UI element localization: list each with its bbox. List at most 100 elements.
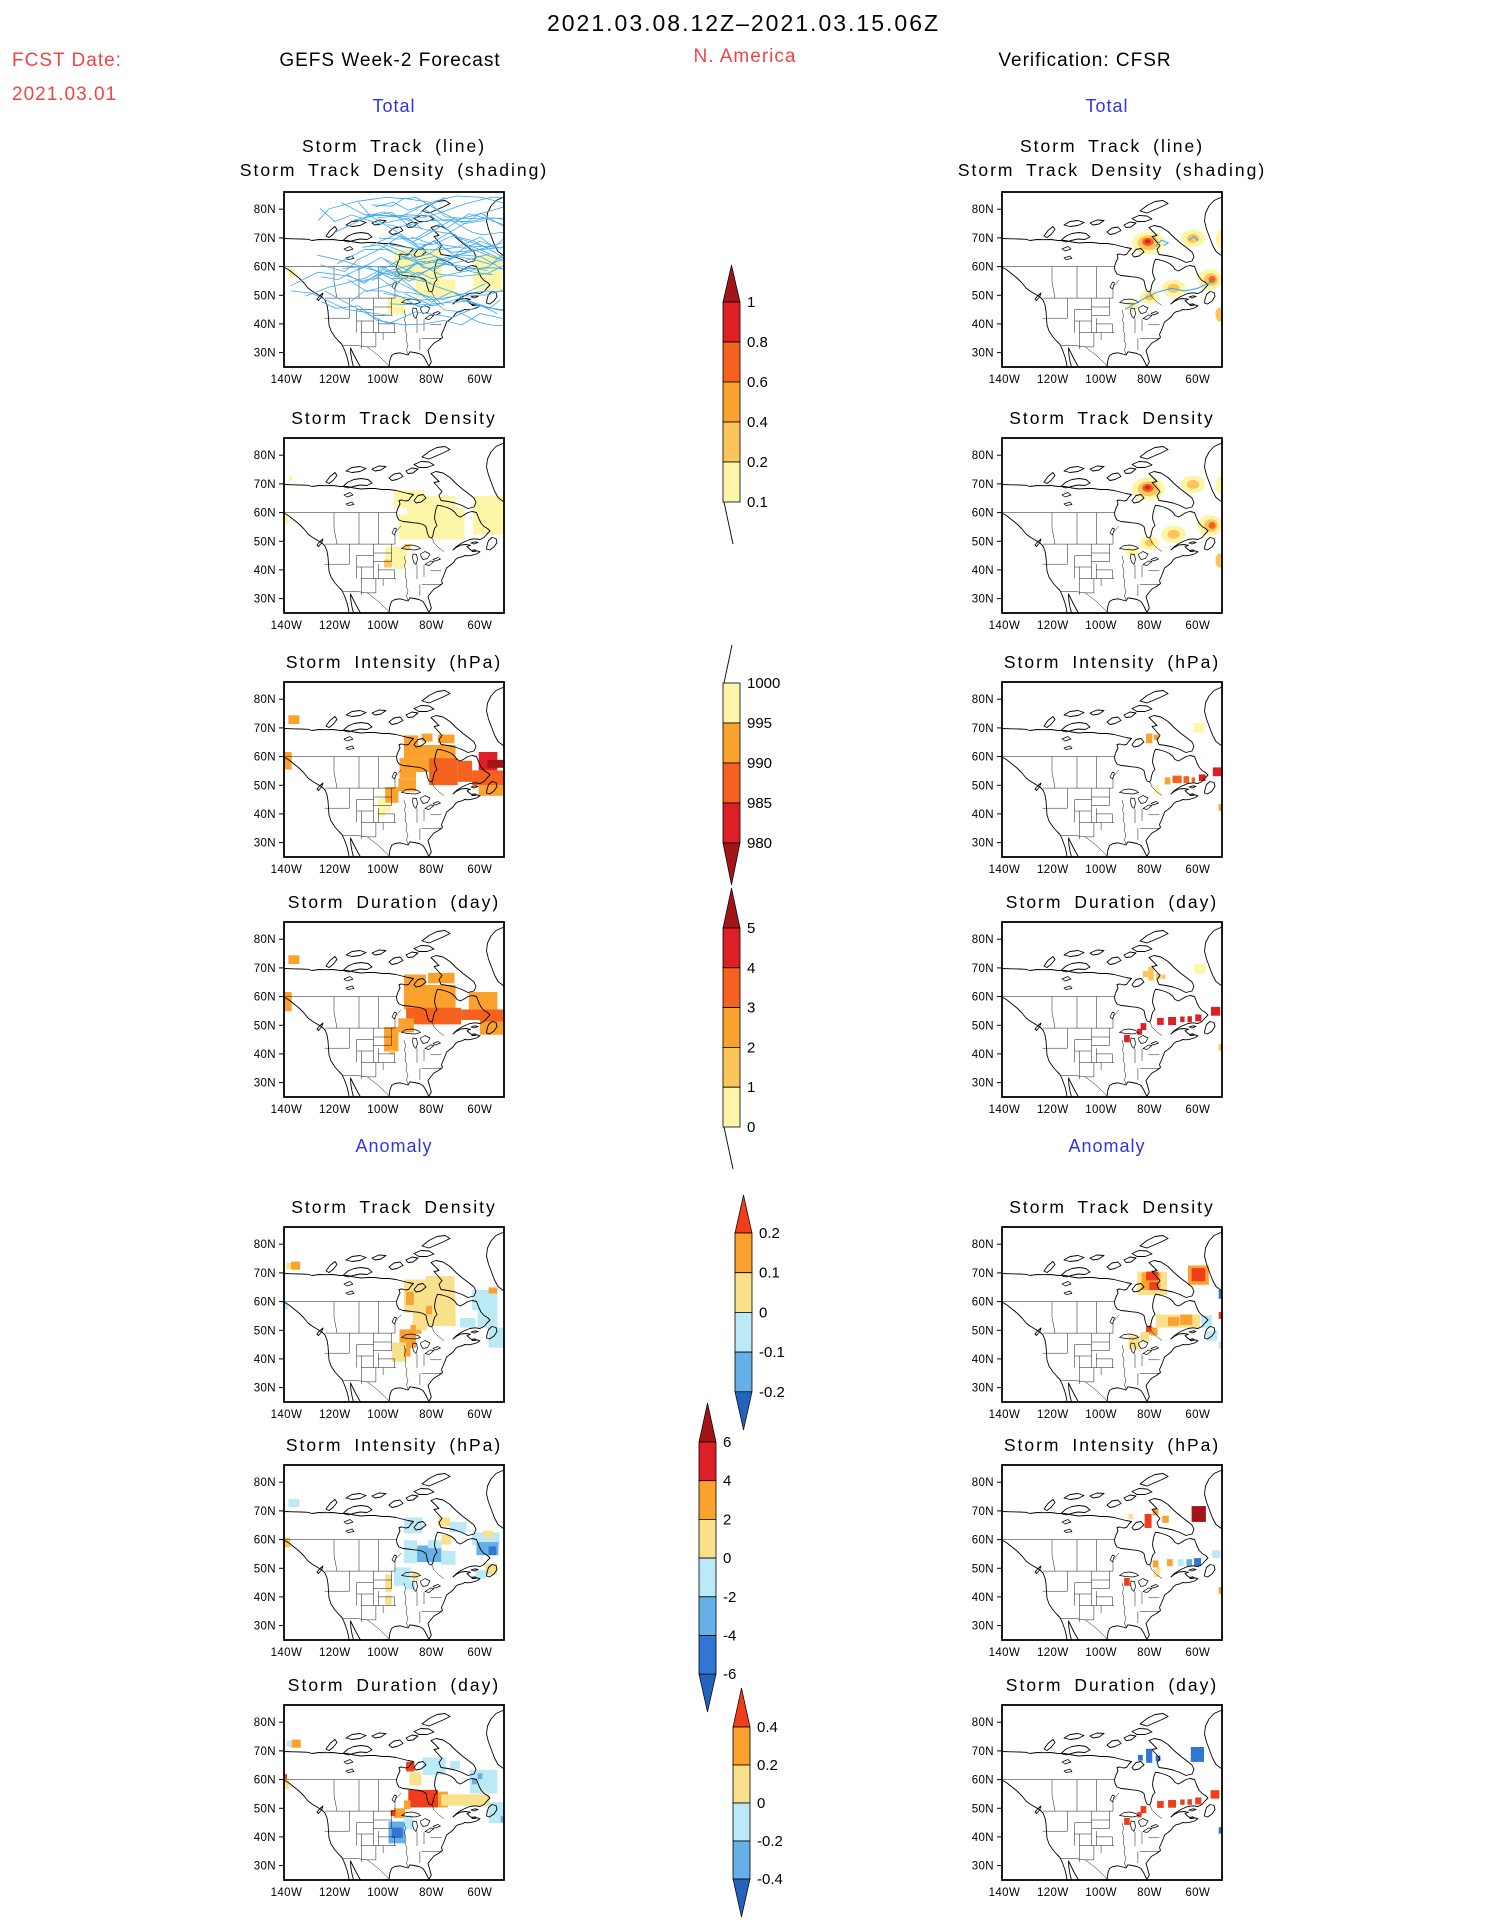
lon-tick-label: 80W [419, 864, 444, 876]
density-cell [286, 1740, 291, 1747]
lon-tick-label: 140W [271, 1647, 303, 1659]
colorbar-tick-label: -0.1 [759, 1344, 785, 1361]
lat-tick-label: 50N [254, 1020, 276, 1032]
density-cell [1144, 1514, 1152, 1528]
panel-title: Storm Duration (day) [1005, 1675, 1219, 1695]
density-cell [1137, 1812, 1142, 1818]
lat-tick-label: 50N [254, 1803, 276, 1815]
density-cell [488, 1546, 497, 1556]
storm-track-line [320, 235, 433, 273]
coastline [1002, 484, 1209, 613]
state-borders [1002, 756, 1163, 857]
lat-tick-label: 40N [972, 809, 994, 821]
density-cell [403, 1347, 411, 1357]
density-cell [408, 1789, 438, 1808]
density-cell [438, 1517, 451, 1527]
density-cell [398, 1018, 414, 1033]
lon-tick-label: 60W [1185, 864, 1210, 876]
lat-tick-label: 40N [254, 1354, 276, 1366]
density-cell [1178, 1559, 1184, 1567]
colorbar-tail [723, 1126, 734, 1170]
lat-tick-label: 30N [254, 1383, 276, 1395]
islands-coastline [1034, 926, 1222, 1037]
density-cell [472, 1778, 477, 1785]
colorbar-arrow-top [698, 1402, 717, 1443]
colorbar-segment [732, 1840, 751, 1880]
fcst-date-value: 2021.03.01 [12, 84, 118, 105]
colorbar-segment [722, 802, 741, 844]
density-cell [411, 1572, 419, 1580]
state-borders [1002, 1301, 1163, 1402]
density-cell [457, 760, 473, 782]
density-cell [1218, 1044, 1222, 1051]
map-frame [283, 921, 505, 1098]
colorbar-tick-label: 2 [723, 1511, 731, 1528]
lakes-outline [343, 976, 441, 1050]
density-cell [1218, 1341, 1222, 1349]
density-cell [403, 543, 411, 550]
storm-track-line [371, 245, 494, 282]
storm-track-line [375, 195, 504, 211]
colorbar-tick-label: 980 [747, 835, 772, 852]
density-cell [1193, 723, 1205, 733]
colorbar-tick-label: 0 [757, 1795, 765, 1812]
map-frame [283, 1226, 505, 1403]
colorbar-arrow-top [722, 264, 741, 303]
lat-tick-label: 40N [254, 809, 276, 821]
lat-tick-label: 40N [972, 319, 994, 331]
colorbar-segment [698, 1519, 717, 1559]
density-cell [1124, 1034, 1130, 1043]
density-cell [469, 1769, 498, 1794]
map-frame [283, 1464, 505, 1641]
colorbar-segment [722, 301, 741, 343]
lon-tick-label: 60W [1185, 1647, 1210, 1659]
density-cell [1168, 1017, 1176, 1026]
colorbar-segment [722, 461, 741, 503]
density-blob [1145, 539, 1154, 547]
lat-tick-label: 80N [254, 450, 276, 462]
density-blob [1167, 529, 1180, 539]
lakes-outline [1061, 736, 1159, 810]
lat-tick-label: 30N [972, 348, 994, 360]
density-blob [1215, 307, 1222, 322]
lat-tick-label: 60N [972, 508, 994, 520]
panel-title: Storm Intensity (hPa) [285, 1435, 503, 1455]
lakes-outline [343, 492, 441, 566]
colorbar-segment [734, 1351, 753, 1393]
density-cell [1180, 1016, 1185, 1023]
lat-tick-label: 60N [254, 1297, 276, 1309]
colorbar-storm-duration-anomaly: 0.4 0.2 0 -0.2 -0.4 [732, 1687, 783, 1918]
density-cell [1153, 734, 1159, 740]
storm-track-line [362, 244, 504, 265]
colorbar-tick-label: 6 [723, 1434, 731, 1451]
colorbar-segment [732, 1726, 751, 1766]
lon-tick-label: 100W [367, 374, 399, 386]
density-cell [385, 1574, 393, 1592]
density-cell [1153, 786, 1160, 794]
density-cell [291, 1739, 301, 1748]
lon-tick-label: 60W [467, 374, 492, 386]
lon-tick-label: 100W [1085, 864, 1117, 876]
storm-track-line [353, 196, 504, 221]
storm-track-line [404, 293, 504, 311]
density-cell [1153, 1570, 1160, 1577]
density-cell [421, 733, 433, 742]
density-cell [1161, 974, 1166, 979]
density-cell [409, 1772, 422, 1786]
lat-tick-label: 70N [254, 479, 276, 491]
lat-tick-label: 70N [972, 479, 994, 491]
lon-tick-label: 80W [419, 1104, 444, 1116]
colorbar-tick-label: -4 [723, 1628, 736, 1645]
density-cell [488, 1802, 504, 1824]
density-blob [1125, 546, 1138, 557]
islands-coastline [1034, 196, 1222, 307]
colorbar-tail [723, 644, 733, 684]
map-frame [283, 681, 505, 858]
lakes-outline [1061, 976, 1159, 1050]
lon-tick-label: 80W [1137, 620, 1162, 632]
colorbar-track-density-total: 1 0.8 0.6 0.4 0.2 0.1 [722, 264, 768, 545]
density-cell [422, 1757, 446, 1775]
density-cell [441, 1794, 490, 1806]
storm-track-line [378, 223, 504, 249]
lat-tick-label: 30N [254, 1861, 276, 1873]
